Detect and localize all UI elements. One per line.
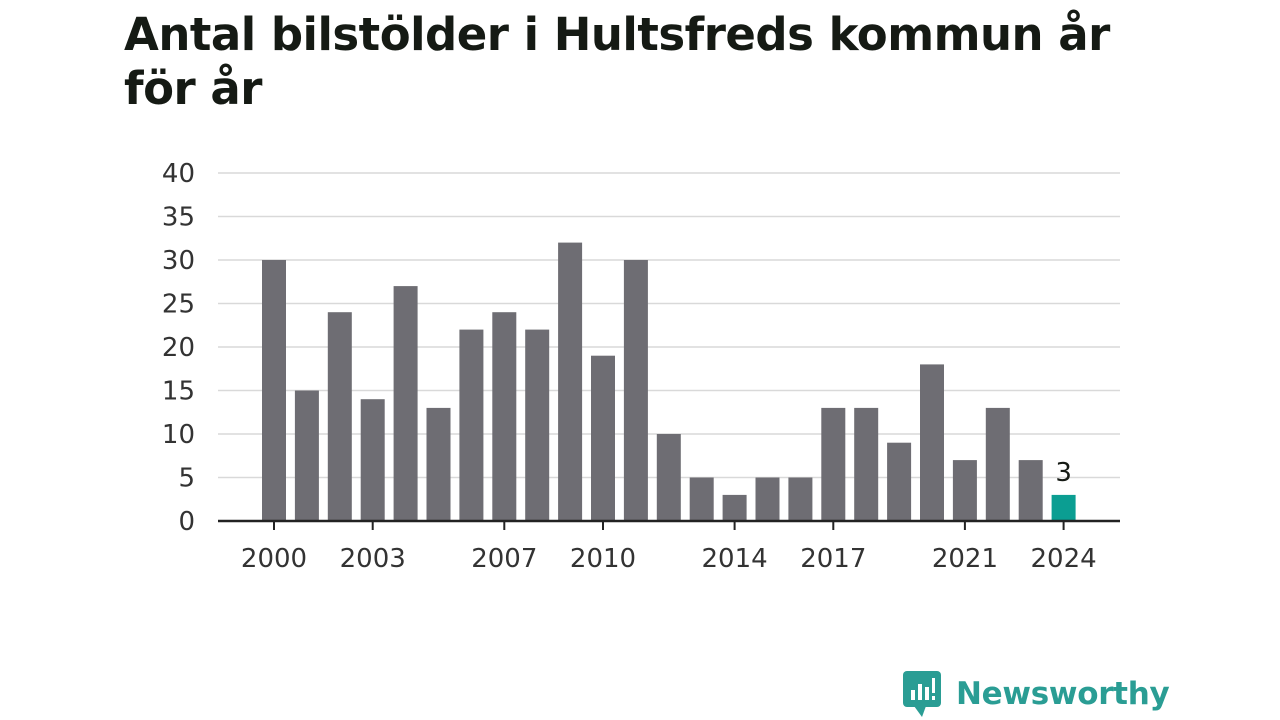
y-tick-label: 30 <box>162 246 195 276</box>
bar <box>459 329 484 521</box>
bar <box>722 494 747 521</box>
bar <box>558 242 583 521</box>
bar <box>952 460 977 521</box>
bar <box>591 355 615 521</box>
y-tick-label: 5 <box>178 464 195 494</box>
bar <box>755 477 780 521</box>
bar <box>1018 460 1043 521</box>
bar <box>262 260 286 521</box>
x-tick-label: 2021 <box>932 544 998 574</box>
y-tick-label: 15 <box>162 377 195 407</box>
x-tick-label: 2003 <box>340 544 406 574</box>
chart-title: Antal bilstölder i Hultsfreds kommun år … <box>124 8 1110 115</box>
bar <box>985 407 1010 521</box>
bar <box>854 407 879 521</box>
bar <box>788 477 813 521</box>
y-tick-label: 20 <box>162 333 195 363</box>
bar <box>525 329 550 521</box>
bar <box>492 312 517 521</box>
bar-chart-speech-bubble-icon <box>903 671 941 717</box>
x-tick-label: 2000 <box>241 544 307 574</box>
bar-highlight <box>1051 494 1076 521</box>
bar <box>294 390 319 521</box>
y-tick-label: 0 <box>178 507 195 537</box>
x-tick-label: 2024 <box>1031 544 1097 574</box>
bar <box>393 286 418 521</box>
bar <box>821 407 846 521</box>
bar <box>689 477 714 521</box>
bar <box>426 407 451 521</box>
bar <box>656 434 681 521</box>
x-tick-label: 2017 <box>800 544 866 574</box>
data-label: 3 <box>1055 458 1072 488</box>
bar <box>623 260 648 521</box>
y-tick-label: 25 <box>162 290 195 320</box>
newsworthy-wordmark: Newsworthy <box>956 676 1170 712</box>
bar <box>327 312 352 521</box>
y-tick-label: 40 <box>162 159 195 189</box>
x-tick-label: 2010 <box>570 544 636 574</box>
newsworthy-logo: Newsworthy <box>902 670 1170 718</box>
x-tick-label: 2014 <box>702 544 768 574</box>
bar <box>887 442 912 521</box>
y-tick-label: 35 <box>162 203 195 233</box>
bar <box>360 399 385 521</box>
x-tick-label: 2007 <box>471 544 537 574</box>
bar <box>920 364 944 521</box>
y-tick-label: 10 <box>162 420 195 450</box>
